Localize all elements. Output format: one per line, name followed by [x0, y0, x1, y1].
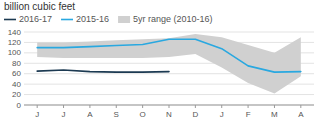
legend-swatch	[61, 19, 73, 21]
x-tick	[116, 105, 117, 108]
y-tick-label: 100	[8, 48, 22, 57]
x-tick	[89, 105, 90, 108]
y-tick-label: 80	[12, 59, 21, 68]
x-tick	[274, 105, 275, 108]
x-tick	[300, 105, 301, 108]
x-tick-label: A	[298, 110, 304, 119]
y-tick-label: 40	[12, 80, 21, 89]
x-tick-label: F	[246, 110, 251, 119]
legend-swatch	[4, 19, 16, 21]
legend-label: 2015-16	[76, 14, 109, 24]
legend-label: 5yr range (2010-16)	[133, 14, 213, 24]
series-line	[37, 70, 169, 72]
y-tick-label: 0	[17, 101, 22, 110]
grid	[24, 32, 314, 105]
x-tick-label: S	[114, 110, 119, 119]
x-tick-label: O	[140, 110, 146, 119]
x-tick-label: J	[35, 110, 39, 119]
x-tick-label: N	[166, 110, 172, 119]
legend-swatch	[118, 16, 130, 23]
x-tick	[142, 105, 143, 108]
x-tick-label: M	[271, 110, 278, 119]
x-tick-label: A	[87, 110, 93, 119]
x-tick	[169, 105, 170, 108]
series-line	[37, 39, 301, 72]
y-tick-label: 140	[8, 28, 22, 37]
marks	[37, 34, 301, 93]
legend-label: 2016-17	[19, 14, 52, 24]
x-tick-label: D	[192, 110, 198, 119]
y-tick-label: 60	[12, 69, 21, 78]
chart: billion cubic feet 0 2040 6080 100120140 J J A S…	[0, 0, 320, 121]
grid-line	[24, 94, 314, 95]
legend: 2016-17 2015-16 5yr range (2010-16)	[4, 14, 213, 24]
x-tick	[37, 105, 38, 108]
x-tick	[221, 105, 222, 108]
x-tick-label: J	[62, 110, 66, 119]
x-tick	[63, 105, 64, 108]
y-tick-label: 120	[8, 38, 22, 47]
grid-line	[24, 32, 314, 33]
y-tick-label: 20	[12, 90, 21, 99]
x-tick-label: J	[220, 110, 224, 119]
title: billion cubic feet	[4, 1, 75, 12]
range-area	[37, 34, 301, 93]
x-tick	[248, 105, 249, 108]
x-tick	[195, 105, 196, 108]
